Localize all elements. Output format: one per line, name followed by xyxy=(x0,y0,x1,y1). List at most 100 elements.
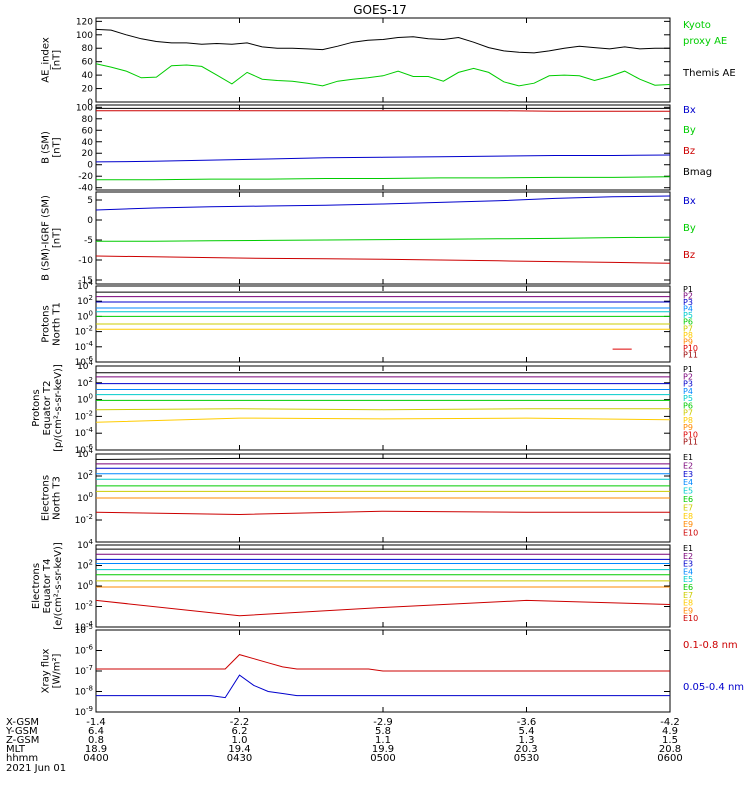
ephemeris-value-3-2: 1.3 xyxy=(519,735,535,746)
date-label: 2021 Jun 01 xyxy=(6,763,66,774)
y-axis-label-6-1: North T3 xyxy=(52,476,63,520)
y-tick-label-3-2: -5 xyxy=(84,236,93,246)
legend-entry-6-1: E2 xyxy=(683,461,693,470)
ephemeris-value-3-4: 0530 xyxy=(514,753,539,764)
y-tick-label-4-4: 102 xyxy=(77,294,93,307)
y-tick-label-5-0: 10-6 xyxy=(75,443,94,456)
y-tick-label-3-1: -10 xyxy=(78,256,93,266)
series-line-3-by xyxy=(96,236,671,242)
y-axis-label-1-1: [nT] xyxy=(52,50,63,70)
ephemeris-row-label-4: hhmm xyxy=(6,753,38,764)
y-tick-label-1-2: 40 xyxy=(82,71,94,81)
legend-entry-5-1: P2 xyxy=(683,372,693,381)
y-tick-label-8-4: 10-5 xyxy=(75,623,93,636)
y-tick-label-2-4: 40 xyxy=(82,138,94,148)
ephemeris-value-2-0: -2.9 xyxy=(373,717,393,728)
legend-entry-4-5: P6 xyxy=(683,318,693,327)
ephemeris-value-3-3: 20.3 xyxy=(515,744,537,755)
ephemeris-value-0-4: 0400 xyxy=(83,753,108,764)
y-tick-label-3-0: -15 xyxy=(78,276,93,286)
legend-entry-4-0: P1 xyxy=(683,285,693,294)
ephemeris-row-label-0: X-GSM xyxy=(6,717,39,728)
y-tick-label-4-2: 10-2 xyxy=(75,325,93,338)
legend-entry-8-1: 0.05-0.4 nm xyxy=(683,682,744,693)
legend-entry-5-3: P4 xyxy=(683,387,693,396)
legend-entry-5-10: P11 xyxy=(683,438,698,447)
y-axis-label-7-2: [e/(cm²-s-sr-keV)] xyxy=(53,542,64,630)
y-tick-label-7-0: 10-4 xyxy=(75,620,94,633)
y-axis-label-5-1: Equator T2 xyxy=(42,381,53,436)
legend-entry-5-0: P1 xyxy=(683,365,693,374)
ephemeris-row-label-2: Z-GSM xyxy=(6,735,39,746)
y-axis-label-3-1: [nT] xyxy=(52,228,63,248)
ephemeris-value-4-3: 20.8 xyxy=(659,744,681,755)
legend-entry-1-1: proxy AE xyxy=(683,36,727,47)
legend-entry-5-8: P9 xyxy=(683,423,693,432)
legend-entry-7-6: E7 xyxy=(683,591,693,600)
y-tick-label-8-1: 10-8 xyxy=(75,685,93,698)
series-line-2-bx xyxy=(95,154,671,163)
ephemeris-value-4-1: 4.9 xyxy=(662,726,678,737)
series-line-3-bx xyxy=(95,195,671,211)
y-tick-label-4-3: 100 xyxy=(77,309,93,322)
y-tick-label-2-5: 60 xyxy=(82,126,94,136)
y-axis-label-4-1: North T1 xyxy=(52,302,63,346)
y-tick-label-6-3: 104 xyxy=(77,447,93,460)
y-axis-label-2-1: [nT] xyxy=(52,137,63,157)
y-tick-label-8-0: 10-9 xyxy=(75,705,93,718)
legend-entry-4-3: P4 xyxy=(683,305,693,314)
ephemeris-value-0-0: -1.4 xyxy=(86,717,106,728)
legend-entry-6-2: E3 xyxy=(683,470,693,479)
y-tick-label-5-4: 102 xyxy=(77,376,93,389)
series-line-5-p8 xyxy=(95,417,671,423)
legend-entry-8-0: 0.1-0.8 nm xyxy=(683,640,738,651)
legend-entry-7-2: E3 xyxy=(683,560,693,569)
ephemeris-value-2-4: 0500 xyxy=(370,753,395,764)
y-tick-label-6-0: 10-2 xyxy=(75,513,93,526)
ephemeris-value-2-2: 1.1 xyxy=(375,735,391,746)
ephemeris-value-0-1: 6.4 xyxy=(88,726,104,737)
legend-entry-5-4: P5 xyxy=(683,394,693,403)
legend-entry-2-0: Bx xyxy=(683,105,696,116)
y-tick-label-4-1: 10-4 xyxy=(75,340,94,353)
y-axis-label-5-0: Protons xyxy=(31,389,42,426)
y-tick-label-1-0: 0 xyxy=(87,98,93,108)
y-tick-label-8-2: 10-7 xyxy=(75,664,93,677)
y-tick-label-2-3: 20 xyxy=(82,149,94,159)
legend-entry-2-1: By xyxy=(683,125,696,136)
y-axis-label-4-0: Protons xyxy=(41,305,52,342)
ephemeris-value-1-1: 6.2 xyxy=(232,726,248,737)
legend-entry-4-10: P11 xyxy=(683,350,698,359)
series-line-2-by xyxy=(96,176,671,181)
series-line-7-e10 xyxy=(95,599,671,617)
y-tick-label-1-4: 80 xyxy=(82,44,94,54)
ephemeris-value-3-1: 5.4 xyxy=(519,726,535,737)
legend-entry-6-4: E5 xyxy=(683,487,693,496)
legend-entry-6-9: E10 xyxy=(683,529,698,538)
legend-entry-7-8: E9 xyxy=(683,606,693,615)
y-axis-label-7-1: Equator T4 xyxy=(42,559,53,614)
ephemeris-value-4-4: 0600 xyxy=(657,753,682,764)
y-tick-label-1-6: 120 xyxy=(76,17,93,27)
series-line-8-0-05-0-4-nm xyxy=(96,674,670,699)
y-tick-label-5-3: 100 xyxy=(77,393,93,406)
y-tick-label-5-5: 104 xyxy=(77,359,93,372)
legend-entry-6-0: E1 xyxy=(683,453,693,462)
y-tick-label-2-0: -40 xyxy=(78,184,93,194)
legend-entry-1-0: Kyoto xyxy=(683,20,711,31)
y-tick-label-3-3: 0 xyxy=(87,216,93,226)
ephemeris-value-3-0: -3.6 xyxy=(517,717,537,728)
panel-frame-1 xyxy=(95,17,671,103)
y-axis-label-5-2: [p/(cm²-s-sr-keV)] xyxy=(53,364,64,452)
ephemeris-row-label-3: MLT xyxy=(6,744,26,755)
y-axis-label-2-0: B (SM) xyxy=(41,131,52,164)
legend-entry-4-9: P10 xyxy=(683,344,698,353)
y-tick-label-7-1: 10-2 xyxy=(75,600,93,613)
y-tick-label-1-1: 20 xyxy=(82,85,94,95)
y-axis-label-8-0: Xray flux xyxy=(41,649,52,694)
legend-entry-3-2: Bz xyxy=(683,250,695,261)
y-axis-label-6-0: Electrons xyxy=(41,475,52,521)
legend-entry-5-9: P10 xyxy=(683,430,698,439)
y-tick-label-4-0: 10-6 xyxy=(75,355,94,368)
